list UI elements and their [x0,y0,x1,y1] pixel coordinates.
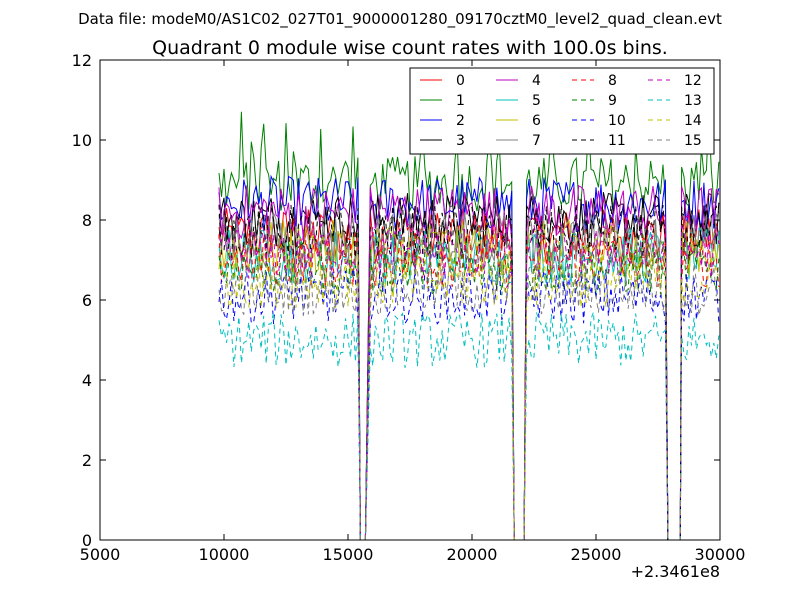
series-line-9 [218,240,720,540]
series-line-1 [218,111,720,540]
y-tick-label: 4 [82,371,92,390]
series-layer [218,111,720,540]
x-tick-label: 15000 [323,545,374,564]
series-line-12 [218,224,720,540]
x-tick-label: 5000 [80,545,121,564]
series-line-8 [218,232,720,540]
y-tick-label: 6 [82,291,92,310]
legend-label-6: 6 [532,113,541,129]
legend-label-0: 0 [456,73,465,89]
x-tick-label: 25000 [571,545,622,564]
x-tick-label: 30000 [695,545,746,564]
legend-label-2: 2 [456,113,465,129]
y-tick-label: 0 [82,531,92,550]
legend-label-3: 3 [456,133,465,149]
legend-label-4: 4 [532,73,541,89]
chart-title: Quadrant 0 module wise count rates with … [152,37,668,59]
legend-label-7: 7 [532,133,541,149]
legend-label-15: 15 [684,133,702,149]
x-offset-label: +2.3461e8 [631,562,720,581]
x-tick-label: 20000 [447,545,498,564]
legend-label-9: 9 [608,93,617,109]
series-line-4 [218,184,720,540]
legend-label-1: 1 [456,93,465,109]
legend-box [409,67,715,155]
y-tick-label: 12 [72,51,92,70]
suptitle: Data file: modeM0/AS1C02_027T01_90000012… [78,10,722,29]
series-line-15 [218,260,720,540]
legend-label-5: 5 [532,93,541,109]
legend-label-12: 12 [684,73,702,89]
legend-label-13: 13 [684,93,702,109]
series-line-13 [218,311,720,540]
y-tick-label: 10 [72,131,92,150]
series-line-11 [218,203,720,540]
y-tick-label: 8 [82,211,92,230]
series-line-10 [218,267,720,540]
legend-label-10: 10 [608,113,626,129]
legend-label-8: 8 [608,73,617,89]
x-tick-label: 10000 [199,545,250,564]
x-axis: 5000 10000 15000 20000 25000 30000 [80,60,746,564]
series-line-14 [218,252,720,540]
legend-label-14: 14 [684,113,702,129]
y-tick-label: 2 [82,451,92,470]
legend-label-11: 11 [608,133,626,149]
